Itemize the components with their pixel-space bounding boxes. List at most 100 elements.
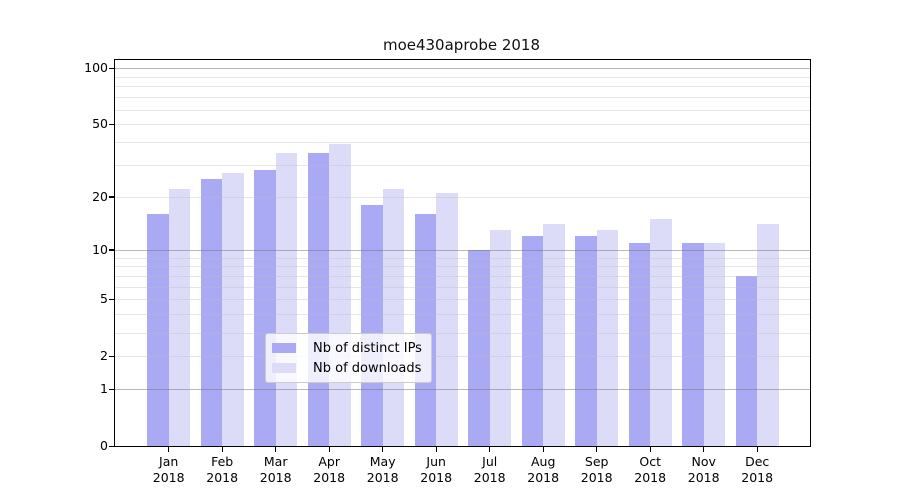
month-label: Apr xyxy=(318,454,340,469)
bar-distinct-ips-may xyxy=(361,205,383,446)
y-axis-tick-5 xyxy=(108,298,114,301)
y-axis-tick-label-50: 50 xyxy=(92,116,108,132)
year-label: 2018 xyxy=(366,469,399,485)
month-label: May xyxy=(369,454,396,469)
x-axis-tick-oct xyxy=(649,447,651,452)
legend-label-downloads: Nb of downloads xyxy=(313,360,422,376)
bar-distinct-ips-mar xyxy=(254,170,276,446)
x-axis-tick-label-feb: Feb 2018 xyxy=(190,454,254,485)
plot-area: 100 50 20 10 5 2 1 0 Jan 2018 Feb 2018 Mar 2018 Apr 201… xyxy=(84,59,811,485)
bar-downloads-feb xyxy=(222,173,244,446)
month-label: Jan xyxy=(159,454,179,469)
bar-downloads-oct xyxy=(650,219,672,446)
year-label: 2018 xyxy=(206,469,239,485)
y-axis-tick-label-100: 100 xyxy=(84,60,108,76)
legend-label-distinct-ips: Nb of distinct IPs xyxy=(313,340,422,356)
bar-distinct-ips-jan xyxy=(147,214,169,446)
y-axis-tick-label-5: 5 xyxy=(100,291,108,307)
year-label: 2018 xyxy=(741,469,774,485)
x-axis-tick-aug xyxy=(542,447,544,452)
bar-distinct-ips-feb xyxy=(200,179,223,446)
year-label: 2018 xyxy=(580,469,613,485)
bar-downloads-dec xyxy=(757,224,779,446)
year-label: 2018 xyxy=(313,469,346,485)
bar-downloads-aug xyxy=(543,224,565,446)
bar-distinct-ips-jul xyxy=(468,249,490,446)
y-axis-tick-label-0: 0 xyxy=(100,438,108,453)
y-axis-tick-100 xyxy=(108,67,114,70)
minor-gridline-50 xyxy=(115,124,810,126)
y-axis-tick-0 xyxy=(108,445,114,447)
x-axis-tick-label-oct: Oct 2018 xyxy=(618,454,682,485)
bar-downloads-apr xyxy=(329,144,351,446)
minor-gridline-70 xyxy=(115,97,810,99)
bar-distinct-ips-sep xyxy=(575,236,597,446)
y-axis-tick-1 xyxy=(108,388,114,391)
y-axis-tick-label-1: 1 xyxy=(100,381,108,397)
x-axis-tick-label-jul: Jul 2018 xyxy=(458,454,522,485)
legend-swatch-downloads xyxy=(272,363,296,373)
x-axis-tick-label-jun: Jun 2018 xyxy=(404,454,468,485)
bar-downloads-may xyxy=(382,189,405,446)
bar-downloads-sep xyxy=(596,230,619,446)
year-label: 2018 xyxy=(527,469,560,485)
y-axis-tick-label-10: 10 xyxy=(92,241,108,257)
minor-gridline-30 xyxy=(115,165,810,167)
x-axis-tick-label-aug: Aug 2018 xyxy=(511,454,575,485)
month-label: Dec xyxy=(745,454,770,469)
minor-gridline-90 xyxy=(115,76,810,78)
month-label: Oct xyxy=(639,454,661,469)
x-axis-tick-apr xyxy=(328,447,330,452)
bar-distinct-ips-dec xyxy=(735,275,758,446)
year-label: 2018 xyxy=(687,469,720,485)
minor-gridline-80 xyxy=(115,86,810,88)
y-axis-tick-20 xyxy=(108,196,114,198)
x-axis-tick-label-sep: Sep 2018 xyxy=(565,454,629,485)
bar-downloads-mar xyxy=(275,152,298,446)
month-label: Sep xyxy=(584,454,609,469)
x-axis-tick-label-nov: Nov 2018 xyxy=(672,454,736,485)
x-axis-tick-jul xyxy=(489,447,491,452)
y-axis-tick-50 xyxy=(108,123,114,126)
bar-downloads-nov xyxy=(703,242,726,446)
x-axis-tick-label-jan: Jan 2018 xyxy=(137,454,201,485)
bar-downloads-jul xyxy=(489,230,512,446)
month-label: Mar xyxy=(263,454,288,469)
legend-row-downloads: Nb of downloads xyxy=(272,359,422,377)
x-axis-tick-label-may: May 2018 xyxy=(351,454,415,485)
month-label: Jul xyxy=(482,454,498,469)
x-axis-tick-label-dec: Dec 2018 xyxy=(725,454,789,485)
year-label: 2018 xyxy=(473,469,506,485)
year-label: 2018 xyxy=(634,469,667,485)
x-axis-tick-label-apr: Apr 2018 xyxy=(297,454,361,485)
x-axis-tick-dec xyxy=(756,447,758,452)
y-axis-tick-10 xyxy=(108,249,114,251)
legend-row-distinct-ips: Nb of distinct IPs xyxy=(272,339,422,357)
y-axis-tick-2 xyxy=(108,355,114,357)
bar-distinct-ips-nov xyxy=(682,242,704,446)
bar-distinct-ips-oct xyxy=(628,242,651,446)
month-label: Jun xyxy=(426,454,446,469)
chart-title: moe430aprobe 2018 xyxy=(382,36,541,54)
legend-swatch-distinct-ips xyxy=(272,343,296,353)
x-axis-tick-sep xyxy=(596,447,598,452)
x-axis-tick-nov xyxy=(703,447,705,452)
bar-distinct-ips-apr xyxy=(307,152,330,446)
x-axis-tick-jun xyxy=(435,447,437,452)
minor-gridline-40 xyxy=(115,142,810,144)
y-axis-tick-label-2: 2 xyxy=(100,348,108,364)
x-axis-tick-label-mar: Mar 2018 xyxy=(244,454,308,485)
major-gridline-100 xyxy=(115,68,810,70)
bar-downloads-jan xyxy=(168,189,191,446)
minor-gridline-60 xyxy=(115,109,810,111)
x-axis-tick-mar xyxy=(275,447,277,452)
month-label: Aug xyxy=(530,454,556,469)
year-label: 2018 xyxy=(152,469,185,485)
bar-downloads-jun xyxy=(436,193,458,446)
month-label: Feb xyxy=(211,454,234,469)
month-label: Nov xyxy=(691,454,716,469)
x-axis-tick-jan xyxy=(168,447,170,452)
year-label: 2018 xyxy=(420,469,453,485)
bar-distinct-ips-aug xyxy=(521,236,544,446)
